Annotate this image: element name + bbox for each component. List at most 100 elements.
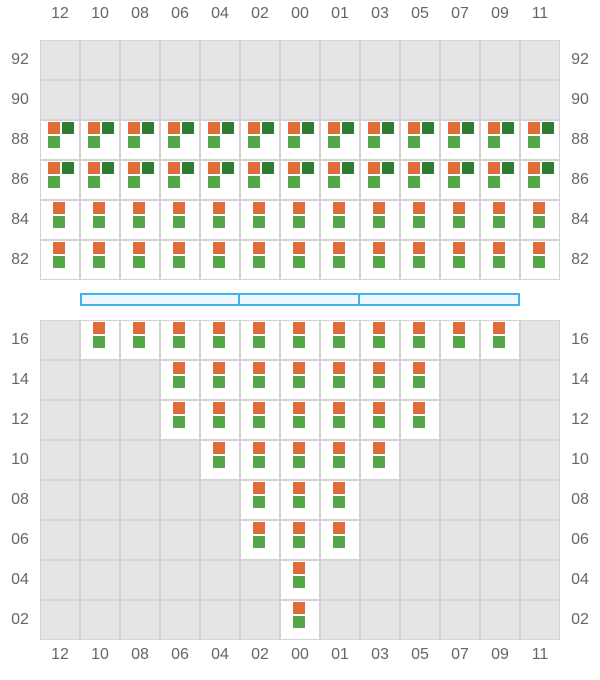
seat-cell[interactable] [240, 440, 280, 480]
seat-cell[interactable] [440, 240, 480, 280]
seat-cell[interactable] [520, 120, 560, 160]
seat-cell[interactable] [240, 320, 280, 360]
seat-cell[interactable] [200, 360, 240, 400]
orange-marker [253, 202, 265, 214]
seat-cell[interactable] [280, 360, 320, 400]
seat-cell[interactable] [360, 160, 400, 200]
seat-cell[interactable] [400, 320, 440, 360]
seat-cell[interactable] [520, 240, 560, 280]
seat-cell[interactable] [240, 160, 280, 200]
seat-cell[interactable] [280, 480, 320, 520]
divider-bar-segment[interactable] [80, 293, 240, 306]
seat-cell[interactable] [240, 200, 280, 240]
seat-cell[interactable] [520, 200, 560, 240]
seat-cell[interactable] [360, 440, 400, 480]
seat-cell[interactable] [520, 160, 560, 200]
seat-cell[interactable] [280, 120, 320, 160]
seat-cell[interactable] [80, 200, 120, 240]
seat-cell[interactable] [120, 240, 160, 280]
seat-cell[interactable] [320, 520, 360, 560]
seat-cell[interactable] [360, 120, 400, 160]
seat-cell[interactable] [440, 200, 480, 240]
seat-cell[interactable] [320, 360, 360, 400]
seat-cell[interactable] [440, 320, 480, 360]
seat-cell[interactable] [200, 120, 240, 160]
seat-cell[interactable] [320, 320, 360, 360]
seat-cell[interactable] [240, 400, 280, 440]
seat-cell[interactable] [160, 200, 200, 240]
seat-cell[interactable] [320, 120, 360, 160]
seat-cell[interactable] [80, 240, 120, 280]
orange-marker [93, 202, 105, 214]
seat-cell[interactable] [400, 160, 440, 200]
seat-cell[interactable] [480, 120, 520, 160]
seat-cell[interactable] [440, 160, 480, 200]
seat-cell[interactable] [360, 360, 400, 400]
seat-cell[interactable] [480, 160, 520, 200]
seat-cell[interactable] [240, 480, 280, 520]
seat-cell[interactable] [200, 160, 240, 200]
seat-cell[interactable] [480, 320, 520, 360]
seat-cell[interactable] [280, 240, 320, 280]
seat-cell[interactable] [200, 240, 240, 280]
seat-cell[interactable] [320, 160, 360, 200]
divider-bar-segment[interactable] [238, 293, 362, 306]
seat-cell[interactable] [400, 240, 440, 280]
column-label-bottom: 05 [411, 646, 429, 663]
seat-cell[interactable] [160, 160, 200, 200]
orange-marker [288, 162, 300, 174]
seat-cell[interactable] [280, 200, 320, 240]
empty-slot [80, 40, 120, 80]
seat-cell[interactable] [200, 320, 240, 360]
seat-cell[interactable] [160, 360, 200, 400]
seat-cell[interactable] [240, 240, 280, 280]
seat-cell[interactable] [320, 240, 360, 280]
seat-cell[interactable] [400, 200, 440, 240]
seat-cell[interactable] [280, 440, 320, 480]
seat-cell[interactable] [360, 240, 400, 280]
seat-cell[interactable] [240, 360, 280, 400]
divider-bar-segment[interactable] [358, 293, 520, 306]
seat-cell[interactable] [480, 240, 520, 280]
seat-cell[interactable] [400, 120, 440, 160]
orange-marker [173, 242, 185, 254]
seat-cell[interactable] [320, 480, 360, 520]
seat-cell[interactable] [240, 120, 280, 160]
seat-cell[interactable] [80, 120, 120, 160]
seat-cell[interactable] [40, 200, 80, 240]
seat-cell[interactable] [360, 400, 400, 440]
seat-cell[interactable] [320, 200, 360, 240]
seat-cell[interactable] [120, 120, 160, 160]
seat-cell[interactable] [120, 320, 160, 360]
seat-cell[interactable] [240, 520, 280, 560]
seat-cell[interactable] [200, 440, 240, 480]
seat-cell[interactable] [160, 120, 200, 160]
seat-cell[interactable] [280, 600, 320, 640]
seat-cell[interactable] [440, 120, 480, 160]
seat-cell[interactable] [80, 160, 120, 200]
seat-cell[interactable] [80, 320, 120, 360]
seat-cell[interactable] [360, 320, 400, 360]
seat-cell[interactable] [320, 400, 360, 440]
seat-cell[interactable] [160, 320, 200, 360]
seat-cell[interactable] [400, 360, 440, 400]
seat-cell[interactable] [400, 400, 440, 440]
light-green-marker [253, 536, 265, 548]
seat-cell[interactable] [40, 120, 80, 160]
seat-cell[interactable] [280, 560, 320, 600]
seat-cell[interactable] [360, 200, 400, 240]
seat-cell[interactable] [280, 400, 320, 440]
seat-cell[interactable] [200, 200, 240, 240]
seat-cell[interactable] [40, 160, 80, 200]
seat-cell[interactable] [120, 160, 160, 200]
seat-cell[interactable] [40, 240, 80, 280]
seat-cell[interactable] [280, 520, 320, 560]
seat-cell[interactable] [280, 160, 320, 200]
seat-cell[interactable] [200, 400, 240, 440]
seat-cell[interactable] [120, 200, 160, 240]
seat-cell[interactable] [320, 440, 360, 480]
seat-cell[interactable] [160, 400, 200, 440]
seat-cell[interactable] [480, 200, 520, 240]
seat-cell[interactable] [160, 240, 200, 280]
seat-cell[interactable] [280, 320, 320, 360]
